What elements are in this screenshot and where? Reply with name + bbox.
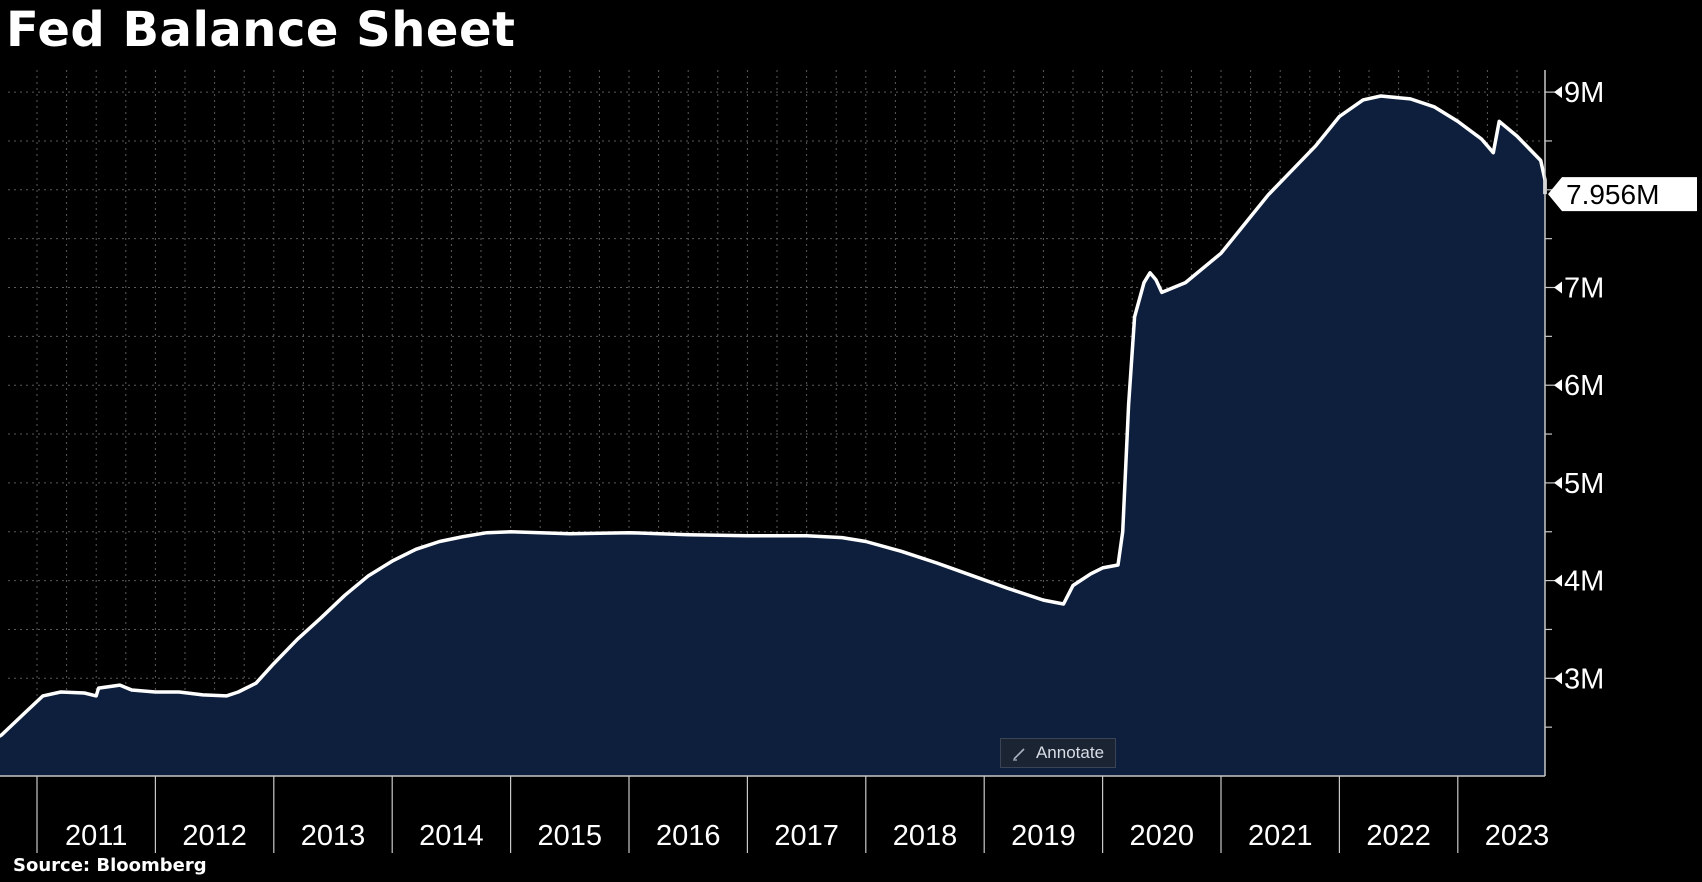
x-tick-label: 2020 — [1130, 820, 1195, 852]
y-tick-label: 9M — [1564, 77, 1604, 109]
y-tick-label: 5M — [1564, 468, 1604, 500]
y-axis-labels: 3M 4M 5M 6M 7M 9M — [1545, 77, 1604, 728]
last-value-label: 7.956M — [1566, 179, 1659, 210]
x-tick-label: 2022 — [1366, 820, 1431, 852]
x-tick-label: 2013 — [301, 820, 366, 852]
x-tick-label: 2017 — [774, 820, 839, 852]
series-line — [0, 94, 1547, 738]
x-tick-label: 2021 — [1248, 820, 1313, 852]
area-fill — [0, 96, 1545, 776]
y-tick-label: 4M — [1564, 566, 1604, 598]
x-axis-labels: 2011 2012 2013 2014 2015 2016 2017 2018 2019 2020… — [36, 776, 1550, 853]
y-tick-marker — [1554, 476, 1562, 489]
chart-title: Fed Balance Sheet — [6, 2, 516, 58]
x-tick-label: 2019 — [1011, 820, 1076, 852]
y-tick-marker — [1554, 86, 1562, 99]
x-tick-label: 2016 — [656, 820, 721, 852]
axes — [0, 70, 1546, 777]
x-tick-label: 2023 — [1485, 820, 1550, 852]
y-tick-marker — [1554, 672, 1562, 685]
x-tick-label: 2015 — [538, 820, 603, 852]
pencil-icon — [1012, 748, 1025, 761]
y-tick-marker — [1554, 281, 1562, 294]
chart-source: Source: Bloomberg — [13, 855, 207, 876]
last-value-box — [1548, 177, 1697, 212]
x-tick-label: 2011 — [65, 820, 127, 852]
y-tick-label: 3M — [1564, 663, 1604, 695]
y-tick-label: 6M — [1564, 370, 1604, 402]
x-tick-label: 2012 — [182, 820, 247, 852]
annotate-label: Annotate — [1035, 743, 1105, 762]
x-tick-label: 2018 — [893, 820, 958, 852]
x-tick-label: 2014 — [419, 820, 484, 852]
y-tick-marker — [1554, 379, 1562, 392]
last-value-tag: 7.956M — [1548, 177, 1697, 212]
annotate-button[interactable]: Annotate — [1000, 738, 1116, 768]
y-tick-marker — [1554, 574, 1562, 587]
y-tick-label: 7M — [1564, 273, 1604, 305]
